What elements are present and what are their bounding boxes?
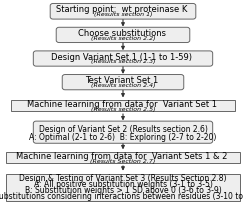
Text: C: Substitutions considering interactions between residues (3-10 to 3-16: C: Substitutions considering interaction…: [0, 191, 246, 200]
FancyBboxPatch shape: [6, 153, 240, 163]
Text: (Results Section 2.7): (Results Section 2.7): [90, 158, 156, 163]
Text: (Results section 1): (Results section 1): [94, 12, 152, 17]
Text: Choose substitutions: Choose substitutions: [78, 29, 168, 38]
Text: Test Variant Set 1: Test Variant Set 1: [85, 76, 161, 85]
Text: (Results section 2.4): (Results section 2.4): [91, 83, 155, 88]
Text: (Results section 2.5): (Results section 2.5): [91, 106, 155, 111]
FancyBboxPatch shape: [6, 174, 240, 201]
Text: Starting point:  wt proteinase K: Starting point: wt proteinase K: [56, 5, 190, 14]
Text: Design & Testing of Variant Set 3 (Results Section 2.8): Design & Testing of Variant Set 3 (Resul…: [19, 173, 227, 182]
Text: (Results section 2.3): (Results section 2.3): [91, 59, 155, 64]
FancyBboxPatch shape: [50, 4, 196, 20]
FancyBboxPatch shape: [62, 75, 184, 90]
Text: Machine learning from data for  Variant Set 1: Machine learning from data for Variant S…: [27, 99, 219, 108]
Text: (Results section 2.2): (Results section 2.2): [91, 35, 155, 41]
FancyBboxPatch shape: [33, 122, 213, 144]
FancyBboxPatch shape: [33, 52, 213, 67]
Text: B: Substitution weights > 1 SD above 0 (3-6 to 3-9): B: Substitution weights > 1 SD above 0 (…: [25, 185, 221, 194]
FancyBboxPatch shape: [56, 28, 190, 43]
FancyBboxPatch shape: [11, 101, 235, 112]
Text: A: All positive substitution weights (3-1 to 3-5): A: All positive substitution weights (3-…: [33, 179, 213, 188]
Text: Machine learning from data for  Variant Sets 1 & 2: Machine learning from data for Variant S…: [16, 151, 230, 160]
Text: A: Optimal (2-1 to 2-6)  B: Exploring (2-7 to 2-20): A: Optimal (2-1 to 2-6) B: Exploring (2-…: [29, 132, 217, 141]
Text: Design of Variant Set 2 (Results section 2.6): Design of Variant Set 2 (Results section…: [39, 125, 207, 133]
Text: Design Variant Set 1 (1-1 to 1-59): Design Variant Set 1 (1-1 to 1-59): [51, 52, 195, 61]
